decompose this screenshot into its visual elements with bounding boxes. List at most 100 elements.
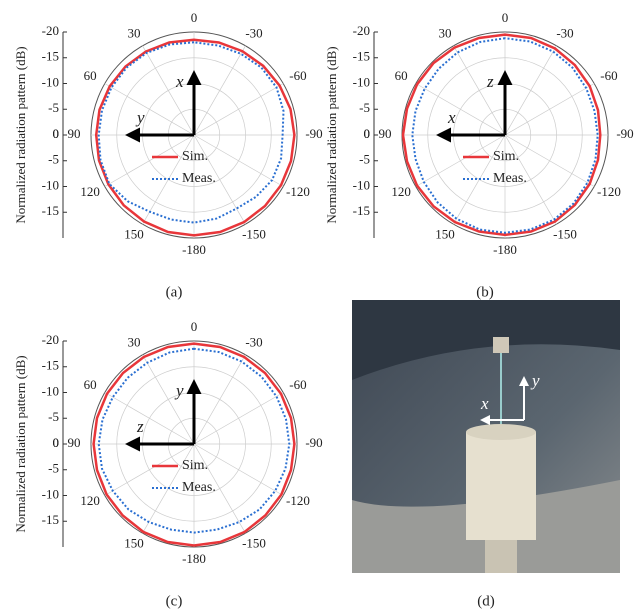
angle-label: -180 bbox=[493, 242, 517, 257]
angle-label: -180 bbox=[182, 551, 206, 566]
photo-label: y bbox=[530, 371, 540, 390]
legend-label: Sim. bbox=[182, 149, 208, 164]
series-line bbox=[411, 37, 599, 234]
legend-label: Sim. bbox=[493, 149, 519, 164]
mount-top bbox=[466, 424, 536, 440]
angle-label: 30 bbox=[128, 335, 141, 350]
angle-label: -90 bbox=[305, 435, 322, 450]
series-line bbox=[97, 41, 285, 224]
angle-label: 120 bbox=[80, 493, 100, 508]
caption: (c) bbox=[166, 593, 183, 609]
radial-tick-label: -5 bbox=[48, 409, 59, 424]
grid-spoke bbox=[193, 45, 246, 136]
radial-tick-label: -15 bbox=[42, 49, 59, 64]
mount-stand bbox=[485, 540, 517, 573]
radial-tick-label: -15 bbox=[353, 49, 370, 64]
axis-arrow-label: y bbox=[135, 108, 145, 127]
angle-label: 0 bbox=[502, 10, 509, 25]
y-axis-title: Normalized radiation pattern (dB) bbox=[13, 355, 28, 532]
angle-label: 90 bbox=[68, 126, 81, 141]
angle-label: 150 bbox=[124, 535, 144, 550]
legend-label: Meas. bbox=[493, 171, 527, 186]
y-axis-title: Normalized radiation pattern (dB) bbox=[13, 46, 28, 223]
angle-label: -120 bbox=[286, 184, 310, 199]
angle-label: -30 bbox=[245, 26, 262, 41]
angle-label: -60 bbox=[600, 68, 617, 83]
radial-tick-label: -15 bbox=[353, 203, 370, 218]
angle-label: -90 bbox=[616, 126, 633, 141]
mount bbox=[466, 432, 536, 540]
grid-spoke bbox=[193, 354, 246, 445]
radial-tick-label: -5 bbox=[48, 152, 59, 167]
angle-label: -60 bbox=[289, 68, 306, 83]
grid-spoke bbox=[193, 134, 284, 187]
angle-label: 60 bbox=[84, 377, 97, 392]
radial-tick-label: -15 bbox=[42, 512, 59, 527]
grid-spoke bbox=[193, 443, 246, 534]
radial-tick-label: -5 bbox=[48, 100, 59, 115]
series-line bbox=[92, 342, 296, 547]
angle-label: 90 bbox=[68, 435, 81, 450]
grid-spoke bbox=[193, 392, 284, 445]
radial-tick-label: -15 bbox=[42, 358, 59, 373]
axis-arrow-label: z bbox=[136, 417, 144, 436]
series-line bbox=[97, 347, 291, 534]
axis-arrow-label: x bbox=[175, 72, 184, 91]
angle-label: -150 bbox=[242, 226, 266, 241]
angle-label: -180 bbox=[182, 242, 206, 257]
angle-label: 120 bbox=[391, 184, 411, 199]
grid-spoke bbox=[415, 83, 506, 136]
series-line bbox=[94, 38, 296, 237]
grid-spoke bbox=[142, 45, 195, 136]
radial-tick-label: -10 bbox=[353, 177, 370, 192]
radial-tick-label: -5 bbox=[359, 100, 370, 115]
radial-tick-label: -5 bbox=[359, 152, 370, 167]
grid-spoke bbox=[504, 134, 595, 187]
angle-label: 90 bbox=[379, 126, 392, 141]
grid-spoke bbox=[415, 134, 506, 187]
radial-tick-label: -15 bbox=[42, 203, 59, 218]
radial-tick-label: -10 bbox=[42, 486, 59, 501]
legend-label: Meas. bbox=[182, 171, 216, 186]
grid-spoke bbox=[453, 45, 506, 136]
axis-arrow-label: y bbox=[174, 381, 184, 400]
absorber-wall bbox=[352, 300, 620, 380]
grid-spoke bbox=[193, 83, 284, 136]
grid-spoke bbox=[104, 134, 195, 187]
angle-label: 120 bbox=[80, 184, 100, 199]
grid-spoke bbox=[504, 134, 557, 225]
photo-label: x bbox=[480, 394, 489, 413]
angle-label: -150 bbox=[242, 535, 266, 550]
polar-chart: 0-30-60-90-120-150-18015012090603000-5-5… bbox=[13, 319, 323, 609]
legend-label: Sim. bbox=[182, 458, 208, 473]
caption: (a) bbox=[166, 284, 183, 300]
angle-label: 0 bbox=[191, 319, 198, 334]
radial-tick-label: 0 bbox=[364, 126, 371, 141]
angle-label: 0 bbox=[191, 10, 198, 25]
y-axis-title: Normalized radiation pattern (dB) bbox=[324, 46, 339, 223]
radial-tick-label: -10 bbox=[42, 177, 59, 192]
angle-label: 60 bbox=[395, 68, 408, 83]
caption: (b) bbox=[476, 284, 494, 300]
grid-spoke bbox=[142, 354, 195, 445]
grid-spoke bbox=[104, 443, 195, 496]
grid-spoke bbox=[104, 392, 195, 445]
angle-label: -120 bbox=[286, 493, 310, 508]
radial-tick-label: -20 bbox=[42, 23, 59, 38]
radial-tick-label: 0 bbox=[364, 126, 371, 141]
polar-chart: 0-30-60-90-120-150-18015012090603000-5-5… bbox=[13, 10, 323, 300]
grid-spoke bbox=[504, 83, 595, 136]
radial-tick-label: -20 bbox=[353, 23, 370, 38]
angle-label: 150 bbox=[435, 226, 455, 241]
radial-tick-label: 0 bbox=[53, 435, 60, 450]
antenna bbox=[493, 337, 509, 353]
radial-tick-label: -10 bbox=[42, 74, 59, 89]
angle-label: 30 bbox=[439, 26, 452, 41]
angle-label: 150 bbox=[124, 226, 144, 241]
angle-label: 30 bbox=[128, 26, 141, 41]
grid-spoke bbox=[504, 45, 557, 136]
legend-label: Meas. bbox=[182, 480, 216, 495]
grid-spoke bbox=[193, 134, 246, 225]
radial-tick-label: 0 bbox=[53, 435, 60, 450]
